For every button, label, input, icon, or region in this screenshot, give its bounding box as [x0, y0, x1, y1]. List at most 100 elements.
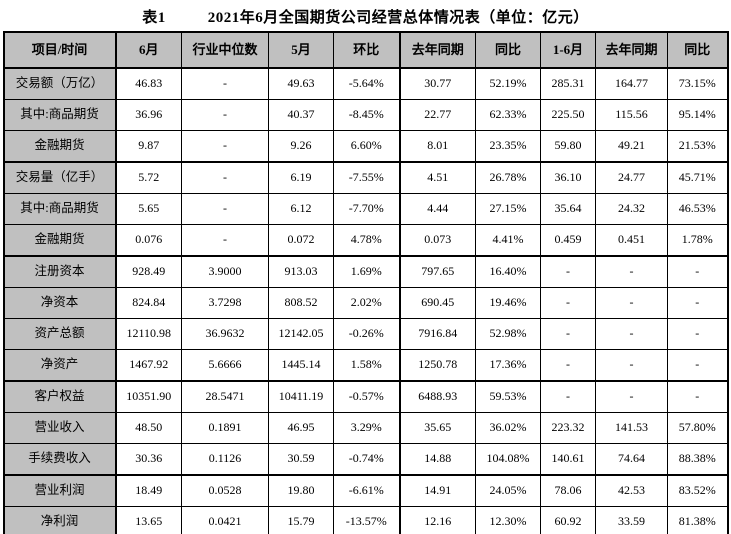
data-cell: -7.70% — [333, 193, 401, 225]
data-cell: 4.51 — [399, 161, 476, 194]
data-cell: 88.38% — [667, 443, 728, 476]
data-cell: -5.64% — [333, 67, 401, 100]
table-row: 资产总额 12110.98 36.9632 12142.05 -0.26% 7916.84… — [3, 318, 728, 350]
row-label: 营业利润 — [3, 474, 117, 507]
data-cell: 78.06 — [540, 474, 596, 507]
data-cell: 33.59 — [595, 506, 668, 534]
data-cell: 21.53% — [667, 130, 728, 163]
data-cell: 285.31 — [540, 67, 596, 100]
data-cell: 6488.93 — [399, 380, 476, 413]
data-cell: - — [667, 318, 728, 350]
data-cell: 46.83 — [115, 67, 182, 100]
table-header: 项目/时间 6月 行业中位数 5月 环比 去年同期 同比 1-6月 去年同期 同比 — [3, 31, 728, 69]
data-cell: - — [540, 255, 596, 288]
data-cell: 141.53 — [595, 412, 668, 444]
data-cell: 4.44 — [399, 193, 476, 225]
table-title-text: 2021年6月全国期货公司经营总体情况表（单位：亿元） — [207, 10, 589, 26]
report-table: 项目/时间 6月 行业中位数 5月 环比 去年同期 同比 1-6月 去年同期 同比 交易额（万亿）… — [2, 31, 729, 534]
row-label: 净资产 — [3, 349, 117, 382]
table-row: 客户权益 10351.90 28.5471 10411.19 -0.57% 6488.93… — [3, 380, 728, 413]
column-header-1: 6月 — [115, 31, 182, 69]
table-row: 净资产 1467.92 5.6666 1445.14 1.58% 1250.78 17.36… — [3, 349, 728, 382]
data-cell: 0.1126 — [181, 443, 269, 476]
data-cell: 6.60% — [333, 130, 401, 163]
row-label: 营业收入 — [3, 412, 117, 444]
data-cell: 49.21 — [595, 130, 668, 163]
table-row: 手续费收入 30.36 0.1126 30.59 -0.74% 14.88 104.08% 1… — [3, 443, 728, 476]
data-cell: 46.53% — [667, 193, 728, 225]
data-cell: 23.35% — [475, 130, 541, 163]
data-cell: -0.26% — [333, 318, 401, 350]
data-cell: 104.08% — [475, 443, 541, 476]
data-cell: 24.32 — [595, 193, 668, 225]
data-cell: 73.15% — [667, 67, 728, 100]
data-cell: 45.71% — [667, 161, 728, 194]
table-row: 交易量（亿手） 5.72-6.19 -7.55% 4.51 26.78% 36.10 24.… — [3, 161, 728, 194]
data-cell: 0.1891 — [181, 412, 269, 444]
data-cell: 19.80 — [268, 474, 334, 507]
data-cell: 22.77 — [399, 99, 476, 131]
data-cell: 225.50 — [540, 99, 596, 131]
data-cell: 0.451 — [595, 224, 668, 257]
data-cell: 52.19% — [475, 67, 541, 100]
data-cell: 14.88 — [399, 443, 476, 476]
data-cell: - — [181, 130, 269, 163]
data-cell: - — [595, 349, 668, 382]
row-label: 交易量（亿手） — [3, 161, 117, 194]
data-cell: - — [181, 193, 269, 225]
data-cell: 81.38% — [667, 506, 728, 534]
row-label: 金融期货 — [3, 224, 117, 257]
data-cell: 12.30% — [475, 506, 541, 534]
data-cell: - — [595, 287, 668, 319]
data-cell: 6.12 — [268, 193, 334, 225]
data-cell: 52.98% — [475, 318, 541, 350]
data-cell: 17.36% — [475, 349, 541, 382]
data-cell: 19.46% — [475, 287, 541, 319]
data-cell: 10411.19 — [268, 380, 334, 413]
data-cell: 24.05% — [475, 474, 541, 507]
data-cell: 35.65 — [399, 412, 476, 444]
data-cell: 36.10 — [540, 161, 596, 194]
data-cell: 12110.98 — [115, 318, 182, 350]
data-cell: 57.80% — [667, 412, 728, 444]
row-label: 手续费收入 — [3, 443, 117, 476]
data-cell: 1467.92 — [115, 349, 182, 382]
data-cell: 0.076 — [115, 224, 182, 257]
data-cell: 690.45 — [399, 287, 476, 319]
data-cell: - — [595, 318, 668, 350]
data-cell: -6.61% — [333, 474, 401, 507]
data-cell: 26.78% — [475, 161, 541, 194]
row-label: 交易额（万亿） — [3, 67, 117, 100]
column-header-5: 去年同期 — [399, 31, 476, 69]
column-header-8: 去年同期 — [595, 31, 668, 69]
data-cell: - — [540, 380, 596, 413]
data-cell: 36.9632 — [181, 318, 269, 350]
data-cell: 16.40% — [475, 255, 541, 288]
data-cell: - — [181, 161, 269, 194]
column-header-7: 1-6月 — [540, 31, 596, 69]
table-row: 净资本 824.84 3.7298 808.52 2.02% 690.45 19.46% - -… — [3, 287, 728, 319]
data-cell: 3.29% — [333, 412, 401, 444]
data-cell: 9.26 — [268, 130, 334, 163]
data-cell: 40.37 — [268, 99, 334, 131]
table-row: 净利润 13.65 0.0421 15.79 -13.57% 12.16 12.30% 60.… — [3, 506, 728, 534]
data-cell: 5.72 — [115, 161, 182, 194]
data-cell: - — [540, 287, 596, 319]
table-body: 交易额（万亿） 46.83-49.63 -5.64% 30.77 52.19% 285.3… — [3, 67, 728, 534]
data-cell: - — [181, 224, 269, 257]
data-cell: 4.78% — [333, 224, 401, 257]
data-cell: - — [595, 255, 668, 288]
data-cell: - — [595, 380, 668, 413]
data-cell: 1.58% — [333, 349, 401, 382]
data-cell: 913.03 — [268, 255, 334, 288]
row-label: 注册资本 — [3, 255, 117, 288]
data-cell: 808.52 — [268, 287, 334, 319]
data-cell: 4.41% — [475, 224, 541, 257]
data-cell: 18.49 — [115, 474, 182, 507]
data-cell: - — [181, 99, 269, 131]
data-cell: 36.96 — [115, 99, 182, 131]
data-cell: 824.84 — [115, 287, 182, 319]
row-label: 其中:商品期货 — [3, 193, 117, 225]
column-header-6: 同比 — [475, 31, 541, 69]
